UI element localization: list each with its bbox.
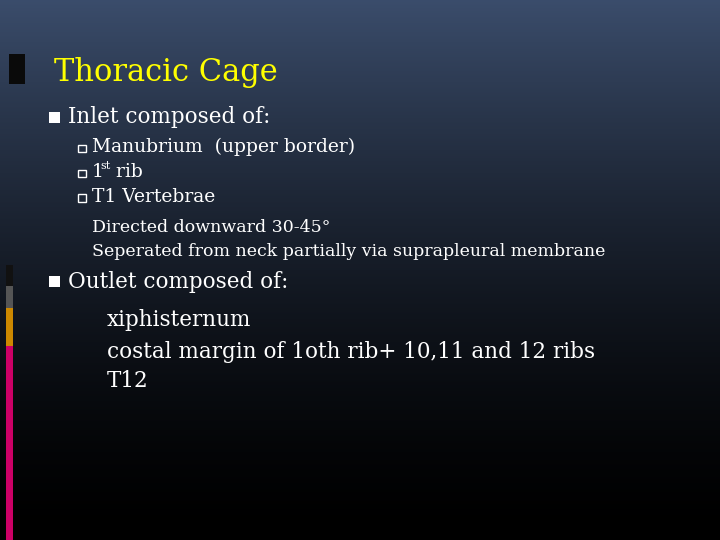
Text: costal margin of 1oth rib+ 10,11 and 12 ribs: costal margin of 1oth rib+ 10,11 and 12 … — [107, 341, 595, 363]
Text: Directed downward 30-45°: Directed downward 30-45° — [92, 219, 330, 237]
Text: st: st — [100, 161, 110, 171]
Text: T1 Vertebrae: T1 Vertebrae — [92, 187, 215, 206]
Text: Thoracic Cage: Thoracic Cage — [54, 57, 278, 87]
Text: T12: T12 — [107, 370, 148, 392]
Text: 1: 1 — [92, 163, 104, 181]
Text: Inlet composed of:: Inlet composed of: — [68, 106, 271, 128]
FancyBboxPatch shape — [6, 286, 13, 308]
FancyBboxPatch shape — [49, 276, 60, 287]
FancyBboxPatch shape — [6, 346, 13, 540]
FancyBboxPatch shape — [49, 112, 60, 123]
Text: Manubrium  (upper border): Manubrium (upper border) — [92, 138, 355, 156]
Text: Seperated from neck partially via suprapleural membrane: Seperated from neck partially via suprap… — [92, 242, 606, 260]
FancyBboxPatch shape — [9, 54, 25, 84]
FancyBboxPatch shape — [6, 308, 13, 346]
Text: rib: rib — [110, 163, 143, 181]
Text: xiphisternum: xiphisternum — [107, 309, 251, 330]
Text: Outlet composed of:: Outlet composed of: — [68, 271, 289, 293]
FancyBboxPatch shape — [6, 265, 13, 286]
